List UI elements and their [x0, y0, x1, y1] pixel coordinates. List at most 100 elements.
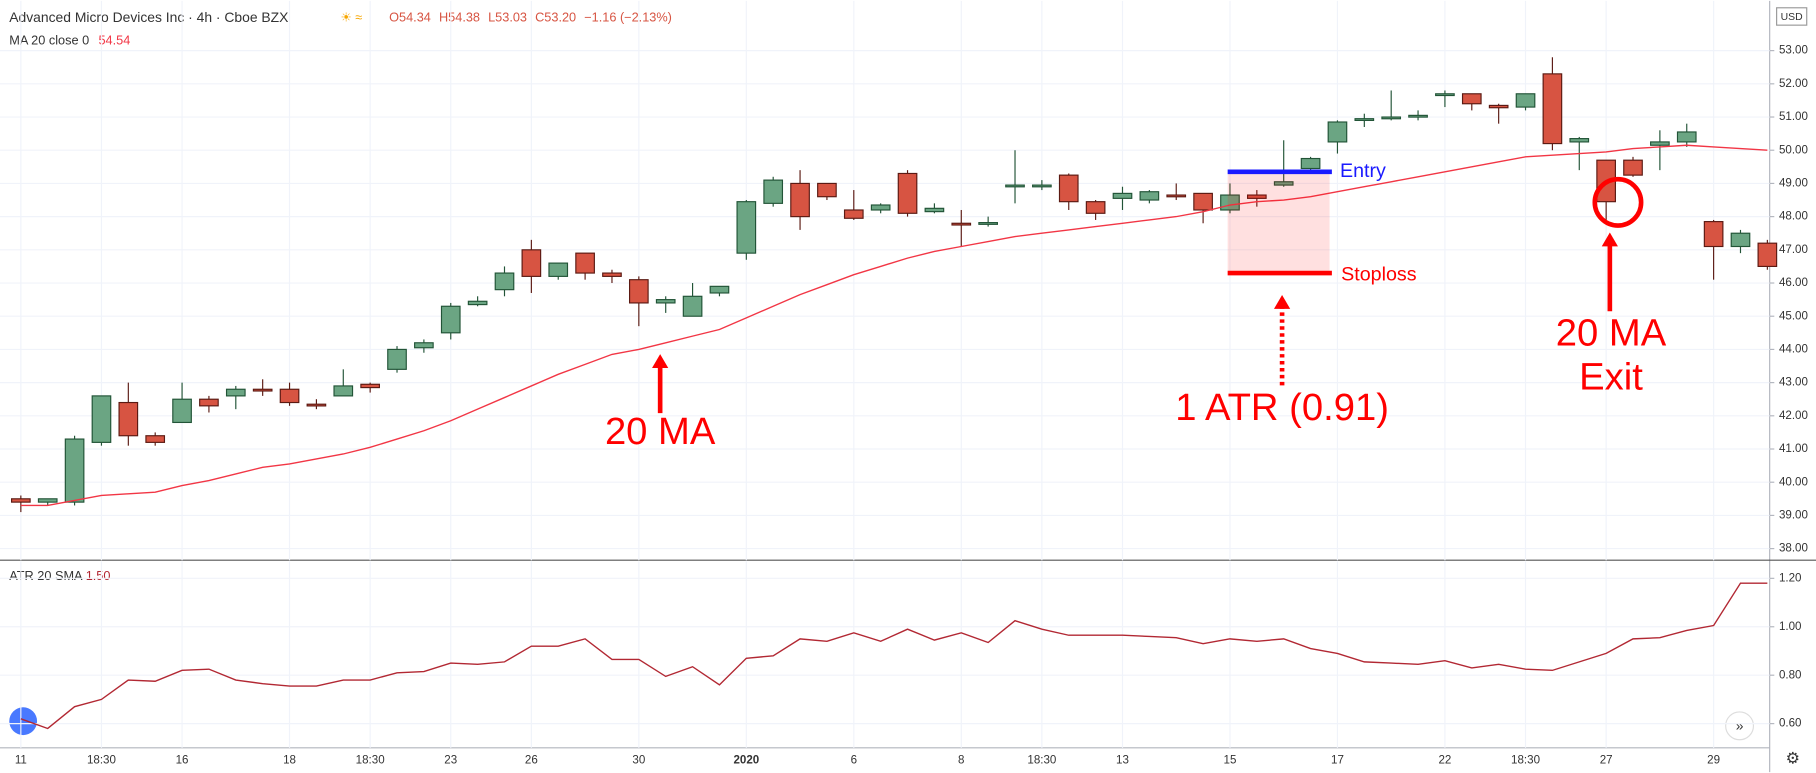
- x-tick-label: 16: [176, 755, 189, 767]
- candle-body: [1273, 181, 1294, 186]
- y-tick-label: 1.00: [1779, 621, 1802, 633]
- x-tick-label: 27: [1600, 755, 1613, 767]
- candle-body: [1300, 157, 1321, 170]
- y-tick-label: 49.00: [1779, 177, 1808, 189]
- candle-body: [145, 435, 166, 443]
- candle-body: [1703, 221, 1724, 248]
- candle-body: [118, 401, 139, 437]
- y-tick-label: 50.00: [1779, 144, 1808, 156]
- y-tick-label: 39.00: [1779, 509, 1808, 521]
- candle-body: [521, 249, 542, 277]
- candle-body: [494, 272, 515, 291]
- candle-body: [790, 182, 810, 218]
- candle-body: [1515, 93, 1536, 108]
- candle-body: [817, 182, 837, 198]
- candle-body: [172, 398, 192, 424]
- y-tick-label: 44.00: [1779, 343, 1808, 355]
- atr-line: [20, 582, 1768, 730]
- candle-body: [440, 305, 461, 334]
- candle-body: [1542, 73, 1563, 145]
- ma-legend-value: 54.54: [98, 33, 130, 48]
- candle-body: [709, 285, 730, 294]
- candle-body: [1408, 114, 1428, 118]
- currency: USD: [1781, 12, 1803, 23]
- ohlc-value: C53.20: [535, 10, 576, 25]
- annotation: Exit: [1579, 356, 1643, 399]
- candle-body: [1757, 242, 1778, 267]
- y-tick-label: 48.00: [1779, 211, 1808, 223]
- candle-body: [1676, 131, 1697, 143]
- candle-body: [1569, 138, 1590, 143]
- candle-body: [655, 299, 676, 304]
- candle-body: [1488, 104, 1509, 109]
- candle-body: [1193, 192, 1213, 211]
- candle-body: [1246, 194, 1267, 199]
- candle-body: [682, 295, 703, 317]
- ohlc-value: −1.16 (−2.13%): [584, 10, 672, 25]
- ohlc-value: H54.38: [439, 10, 480, 25]
- candle-body: [1139, 191, 1160, 201]
- symbol-title: Advanced Micro Devices Inc · 4h · Cboe B…: [9, 9, 288, 25]
- candle-body: [575, 252, 595, 274]
- ohlc-value: L53.03: [488, 10, 527, 25]
- candle-body: [1166, 194, 1187, 198]
- logo[interactable]: [9, 707, 38, 736]
- scroll-button[interactable]: [1725, 711, 1755, 741]
- candle-body: [1650, 141, 1670, 146]
- candle-body: [1327, 121, 1348, 143]
- y-tick-label: 45.00: [1779, 310, 1808, 322]
- y-tick-label: 52.00: [1779, 78, 1808, 90]
- candle-body: [736, 201, 757, 254]
- x-tick-label: 8: [958, 755, 964, 767]
- candle-body: [1032, 184, 1052, 188]
- candle-body: [1085, 201, 1106, 214]
- x-tick-label: 15: [1224, 755, 1237, 767]
- atr-legend: ATR 20 SMA: [9, 568, 83, 583]
- settings-icon[interactable]: ⚙: [1786, 750, 1801, 768]
- currency-box: [1776, 7, 1808, 26]
- x-tick-label: 18:30: [356, 755, 385, 767]
- candle-body: [360, 383, 380, 389]
- y-tick-label: 43.00: [1779, 377, 1808, 389]
- candle-body: [37, 498, 58, 503]
- candle-body: [414, 342, 434, 349]
- candle-body: [1112, 192, 1133, 199]
- candle-body: [924, 207, 945, 213]
- x-tick-label: 11: [15, 755, 27, 767]
- candle-body: [279, 388, 300, 404]
- candle-body: [467, 300, 488, 306]
- ma-legend: MA 20 close 0: [9, 33, 89, 48]
- candle-body: [252, 388, 273, 392]
- candle-body: [333, 385, 354, 397]
- x-tick-label: 30: [632, 755, 645, 767]
- candle-body: [1381, 116, 1402, 120]
- arrow-head: [1601, 232, 1618, 247]
- x-tick-label: 18: [283, 755, 296, 767]
- risk-zone: [1227, 171, 1330, 274]
- x-tick-label: 18:30: [1511, 755, 1540, 767]
- x-tick-label: 29: [1707, 755, 1720, 767]
- y-tick-label: 53.00: [1779, 45, 1808, 57]
- candle-body: [763, 179, 784, 204]
- ohlc: O54.34 H54.38 L53.03 C53.20 −1.16 (−2.13%): [389, 10, 672, 25]
- y-tick-label: 1.20: [1779, 572, 1802, 584]
- candle-body: [387, 348, 407, 370]
- scroll-icon[interactable]: »: [1736, 718, 1744, 734]
- candle-body: [548, 262, 569, 277]
- y-tick-label: 41.00: [1779, 443, 1808, 455]
- candle-body: [843, 209, 864, 219]
- x-tick-label: 2020: [733, 755, 759, 767]
- candle-body: [978, 222, 998, 225]
- exit-circle: [1592, 176, 1644, 228]
- candle-body: [951, 222, 972, 226]
- x-tick-label: 6: [851, 755, 857, 767]
- y-tick-label: 38.00: [1779, 543, 1808, 555]
- y-tick-label: 40.00: [1779, 476, 1808, 488]
- x-tick-label: 22: [1438, 755, 1451, 767]
- x-tick-label: 18:30: [87, 755, 116, 767]
- x-tick-label: 23: [444, 755, 457, 767]
- annotation: 20 MA: [1556, 312, 1667, 355]
- y-tick-label: 0.80: [1779, 669, 1802, 681]
